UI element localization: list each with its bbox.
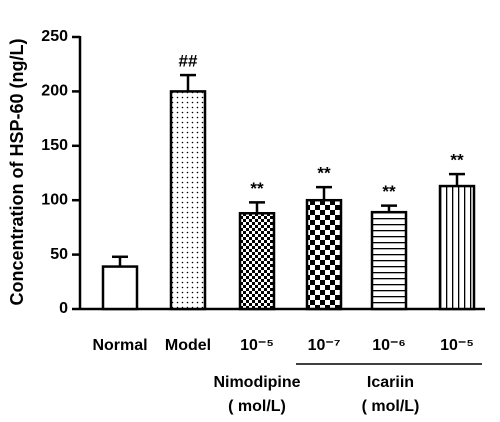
- significance-label: **: [450, 151, 464, 170]
- significance-label: ##: [179, 52, 198, 71]
- y-tick-label: 200: [41, 83, 68, 100]
- significance-label: **: [250, 179, 264, 198]
- bar: [370, 210, 408, 311]
- x-tick-label: 10⁻⁷: [308, 337, 341, 354]
- y-tick-label: 100: [41, 191, 68, 208]
- bar: [438, 184, 476, 311]
- x-tick-label: Normal: [92, 337, 147, 354]
- y-tick-label: 250: [41, 28, 68, 45]
- y-tick-label: 0: [59, 300, 68, 317]
- y-tick-label: 50: [50, 246, 68, 263]
- significance-label: **: [382, 182, 396, 201]
- x-tick-label: 10⁻⁵: [440, 337, 474, 354]
- group-unit: ( mol/L): [228, 398, 286, 415]
- significance-label: **: [317, 164, 331, 183]
- y-tick-label: 150: [41, 137, 68, 154]
- y-axis-label: Concentration of HSP-60 (ng/L): [7, 39, 27, 306]
- group-label: Nimodipine: [213, 374, 300, 391]
- bar: [101, 265, 139, 311]
- x-tick-label: 10⁻⁶: [372, 337, 406, 354]
- x-tick-label: 10⁻⁵: [240, 337, 274, 354]
- x-tick-label: Model: [165, 337, 211, 354]
- bar: [305, 198, 343, 311]
- group-unit: ( mol/L): [362, 398, 420, 415]
- bar: [238, 212, 276, 311]
- group-label: Icariin: [367, 374, 414, 391]
- bar: [169, 90, 207, 311]
